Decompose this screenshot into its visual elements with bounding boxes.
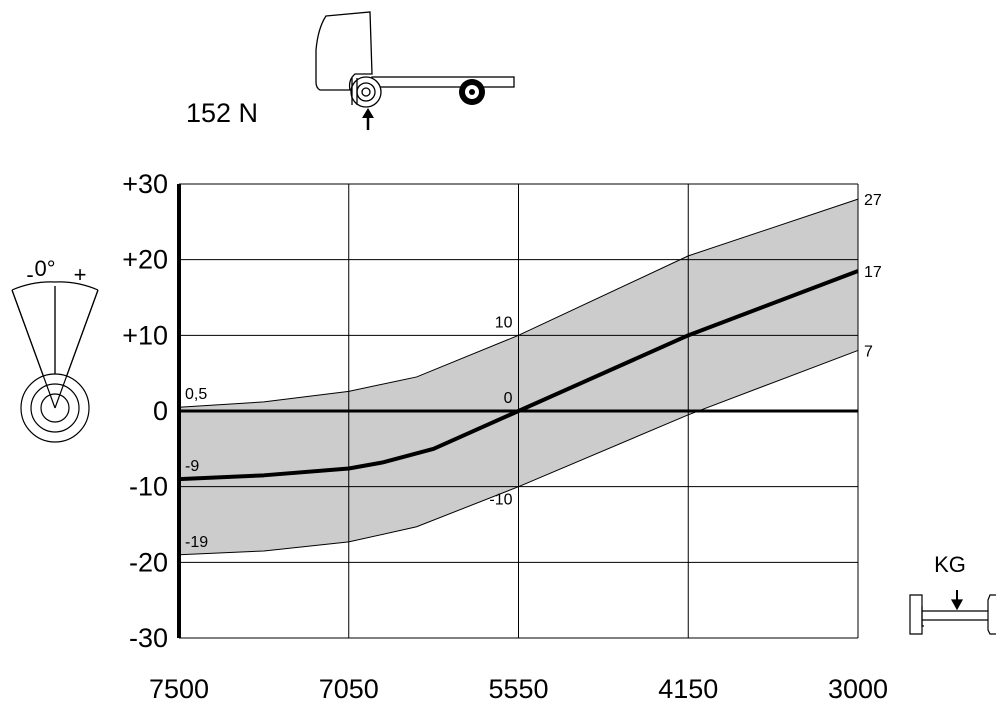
x-tick-label: 4150 — [658, 674, 718, 704]
y-tick-label: -10 — [129, 472, 168, 502]
load-label: 152 N — [186, 98, 258, 128]
truck-icon — [315, 11, 515, 108]
y-tick-label: +30 — [122, 169, 168, 199]
x-tick-label: 3000 — [828, 674, 888, 704]
wheel-icon — [459, 79, 485, 105]
angle-minus-label: - — [26, 262, 33, 287]
data-label: 27 — [864, 192, 882, 209]
data-label: 7 — [864, 343, 873, 360]
nominal-line — [178, 269, 859, 482]
y-tick-label: +20 — [122, 245, 168, 275]
axle-icon — [909, 590, 996, 635]
data-label: -10 — [489, 492, 512, 509]
axle-label: KG — [934, 552, 966, 577]
angle-plus-label: + — [74, 262, 87, 287]
y-tick-label: 0 — [153, 396, 168, 426]
plot-area: +30 +20 +10 0 -10 -20 -30 7500 7050 5550 4150 3000 0… — [122, 169, 888, 704]
x-tick-label: 7500 — [149, 674, 209, 704]
y-tick-label: -30 — [129, 623, 168, 653]
data-label: -9 — [185, 458, 199, 475]
data-label: 10 — [495, 314, 513, 331]
y-tick-label: -20 — [129, 547, 168, 577]
data-label: 17 — [864, 264, 882, 281]
x-tick-label: 7050 — [319, 674, 379, 704]
data-label: -19 — [185, 534, 208, 551]
data-label: 0 — [504, 390, 513, 407]
data-label: 0,5 — [185, 386, 207, 403]
camber-angle-icon — [11, 281, 99, 443]
y-tick-label: +10 — [122, 320, 168, 350]
angle-zero-label: 0° — [34, 256, 55, 281]
x-tick-label: 5550 — [488, 674, 548, 704]
load-arrow-icon — [362, 108, 374, 130]
